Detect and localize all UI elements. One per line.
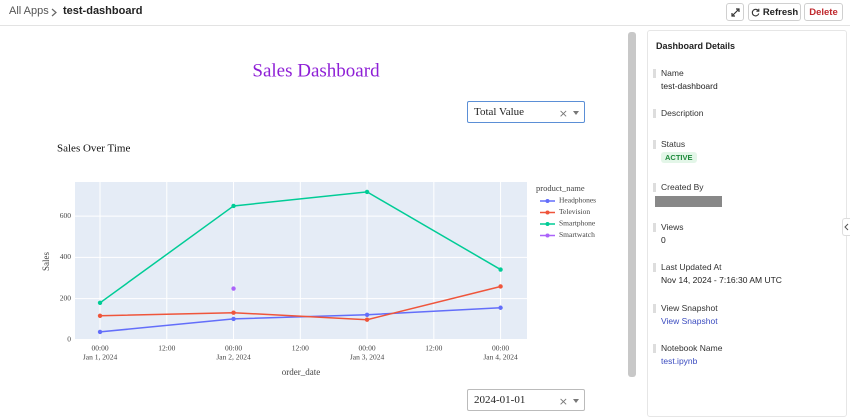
x-tick-label: 12:00 (425, 344, 442, 353)
x-tick-label: 12:00 (158, 344, 175, 353)
data-point (231, 286, 236, 291)
dropdown-value: Total Value (474, 106, 525, 118)
refresh-icon (751, 8, 760, 16)
field-marker (653, 69, 656, 78)
value-dropdown[interactable]: Total Value × (467, 101, 585, 123)
legend-label: Smartphone (559, 219, 596, 228)
data-point (498, 284, 503, 289)
y-tick-label: 0 (67, 335, 71, 344)
expand-icon (730, 7, 740, 17)
y-tick-label: 200 (60, 293, 72, 302)
data-point (364, 189, 370, 195)
x-tick-label: 00:00 (492, 344, 509, 353)
legend-marker (545, 222, 550, 226)
status-badge: ACTIVE (661, 152, 697, 163)
data-point (498, 305, 503, 310)
details-title: Dashboard Details (656, 41, 736, 51)
x-tick-label: Jan 2, 2024 (216, 353, 251, 362)
data-point (231, 316, 236, 322)
x-tick-label: Jan 4, 2024 (483, 353, 518, 362)
dropdown-caret (573, 111, 579, 115)
field-link[interactable]: View Snapshot (661, 316, 718, 326)
header: All Apps test-dashboard Refresh Delete (0, 0, 850, 26)
x-tick-label: 00:00 (225, 344, 242, 353)
field-marker (653, 344, 656, 353)
field-label: Last Updated At (661, 262, 722, 272)
breadcrumb-current: test-dashboard (63, 5, 143, 17)
series-line (99, 191, 501, 304)
legend-marker (545, 210, 550, 215)
y-tick-label: 600 (60, 211, 72, 220)
x-tick-label: Jan 3, 2024 (350, 353, 385, 362)
field-marker (653, 223, 656, 232)
field-marker (653, 304, 656, 313)
data-point (97, 313, 103, 319)
redacted-value (655, 196, 722, 207)
legend-label: Television (559, 207, 590, 216)
toggle-icon (844, 223, 849, 231)
scrollbar[interactable] (628, 32, 636, 377)
legend-title: product_name (536, 183, 585, 193)
legend-marker (545, 199, 550, 203)
clear-icon[interactable]: × (558, 107, 568, 120)
panel-toggle[interactable] (842, 218, 850, 236)
field-label: Name (661, 68, 684, 78)
field-value: Nov 14, 2024 - 7:16:30 AM UTC (661, 275, 782, 285)
legend-marker (545, 233, 550, 238)
series-line (100, 285, 501, 321)
delete-label: Delete (809, 6, 838, 18)
legend-label: Smartwatch (559, 230, 595, 239)
data-point (498, 267, 503, 272)
refresh-button[interactable]: Refresh (748, 3, 801, 21)
dropdown-value: 2024-01-01 (474, 394, 526, 406)
field-marker (653, 183, 656, 192)
x-tick-label: 00:00 (91, 344, 108, 353)
field-label: Created By (661, 182, 704, 192)
field-label: Notebook Name (661, 343, 723, 353)
data-point (364, 312, 370, 317)
clear-icon[interactable]: × (558, 395, 568, 408)
field-label: View Snapshot (661, 303, 718, 313)
delete-button[interactable]: Delete (804, 3, 843, 21)
y-axis-label: Sales (41, 252, 51, 271)
data-point (231, 310, 236, 315)
chart: Sales Dashboard Sales Over Time 00:00Jan… (41, 60, 596, 377)
field-marker (653, 263, 656, 272)
x-tick-label: 00:00 (359, 344, 376, 353)
x-tick-label: 12:00 (292, 344, 309, 353)
x-tick-label: Jan 1, 2024 (83, 353, 118, 362)
field-marker (653, 140, 656, 149)
data-point (364, 317, 370, 322)
dropdown-caret (573, 399, 579, 403)
breadcrumb-separator (51, 8, 57, 17)
field-link[interactable]: test.ipynb (661, 356, 698, 366)
data-point (231, 203, 236, 209)
data-point (97, 300, 103, 305)
date-dropdown[interactable]: 2024-01-01 × (467, 389, 585, 411)
field-value: 0 (661, 235, 666, 245)
field-marker (653, 109, 656, 118)
expand-button[interactable] (726, 3, 744, 21)
legend-label: Headphones (559, 196, 596, 205)
breadcrumb-link[interactable]: All Apps (9, 5, 49, 17)
y-tick-label: 400 (60, 252, 72, 261)
x-axis-label: order_date (282, 367, 320, 377)
field-value: test-dashboard (661, 81, 718, 91)
field-label: Status (661, 139, 686, 149)
field-label: Description (661, 108, 704, 118)
dashboard-title: Sales Dashboard (252, 60, 380, 81)
refresh-label: Refresh (762, 6, 799, 18)
field-label: Views (661, 222, 684, 232)
chart-title: Sales Over Time (57, 143, 130, 155)
data-point (97, 329, 103, 335)
